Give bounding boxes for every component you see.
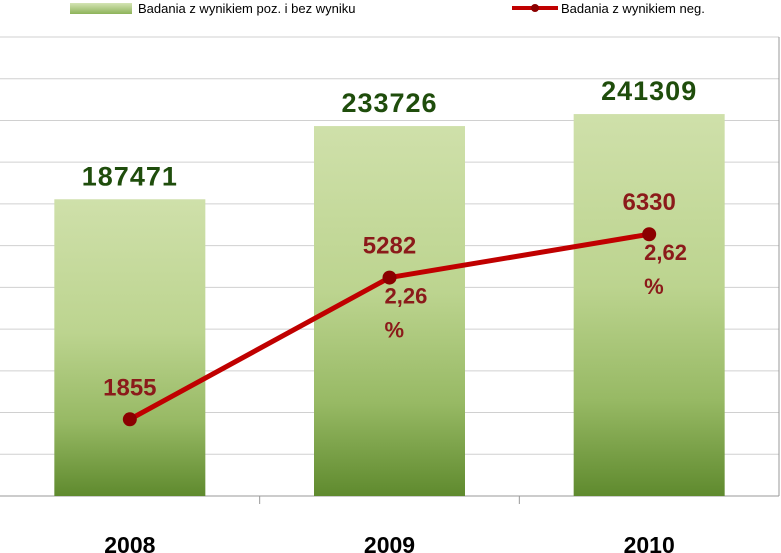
line-point-2010: [642, 227, 657, 242]
bar-value-label: 187471: [82, 161, 178, 191]
line-point-2009: [382, 270, 397, 285]
legend-line-marker: [531, 4, 539, 12]
bar-2008: [54, 199, 206, 496]
line-value-label: 5282: [363, 233, 416, 260]
percent-label-line: %: [385, 318, 405, 343]
legend-bar-swatch: [70, 3, 132, 14]
line-point-2008: [122, 412, 137, 427]
legend: Badania z wynikiem poz. i bez wyniku Bad…: [70, 1, 705, 16]
legend-bar-label: Badania z wynikiem poz. i bez wyniku: [138, 1, 356, 16]
bars: [54, 114, 725, 496]
bar-2010: [573, 114, 725, 496]
bar-value-label: 241309: [601, 76, 697, 106]
bar-value-label: 233726: [341, 88, 437, 118]
percent-label: 2,62%: [644, 240, 687, 299]
percent-label-line: %: [644, 274, 664, 299]
percent-label-line: 2,62: [644, 240, 687, 265]
line-value-label: 1855: [103, 374, 156, 401]
percent-label-line: 2,26: [385, 284, 428, 309]
line-value-label: 6330: [622, 189, 675, 216]
category-label-2010: 2010: [624, 532, 675, 553]
bar-2009: [314, 126, 465, 496]
percent-label: 2,26%: [385, 284, 428, 343]
legend-line-label: Badania z wynikiem neg.: [561, 1, 705, 16]
category-labels: 2008 2009 2010: [104, 532, 675, 553]
line-series: [122, 227, 657, 427]
category-label-2008: 2008: [104, 532, 155, 553]
category-label-2009: 2009: [364, 532, 415, 553]
